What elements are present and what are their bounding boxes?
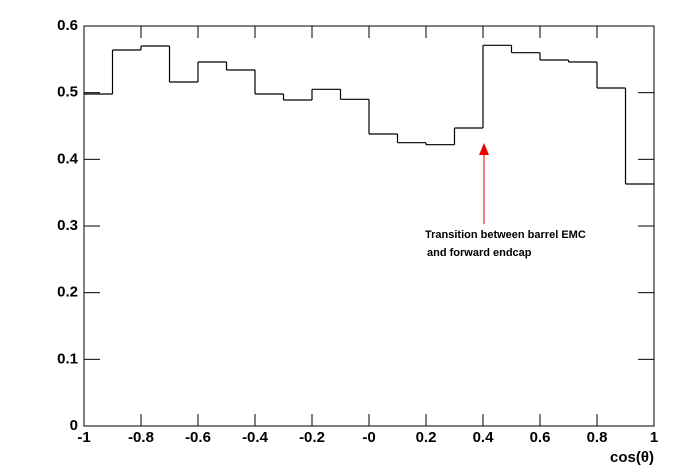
x-axis-label: cos(θ) [610,449,654,466]
frame [83,25,655,427]
y-tick-label: 0.4 [57,150,79,167]
y-tick-label: 0.1 [57,350,78,367]
x-tick-label: -0.2 [299,429,325,446]
x-tick-label: -0.8 [128,429,154,446]
annotation-arrowhead [479,143,489,155]
y-tick-label: 0 [70,417,78,434]
x-tick-label: 0.4 [473,429,495,446]
annotation-line: and forward endcap [427,247,532,259]
y-tick-label: 0.3 [57,217,78,234]
x-tick-label: 1 [650,429,658,446]
y-tick-label: 0.2 [57,284,78,301]
x-tick-label: -1 [77,429,90,446]
x-tick-label: -0.6 [185,429,211,446]
y-tick-label: 0.5 [57,84,78,101]
x-tick-label: -0.4 [242,429,269,446]
x-tick-label: -0 [362,429,375,446]
x-tick-label: 0.6 [530,429,551,446]
x-tick-label: 0.2 [416,429,437,446]
x-tick-label: 0.8 [587,429,608,446]
annotation-line: Transition between barrel EMC [425,229,586,241]
y-tick-label: 0.6 [57,17,78,34]
